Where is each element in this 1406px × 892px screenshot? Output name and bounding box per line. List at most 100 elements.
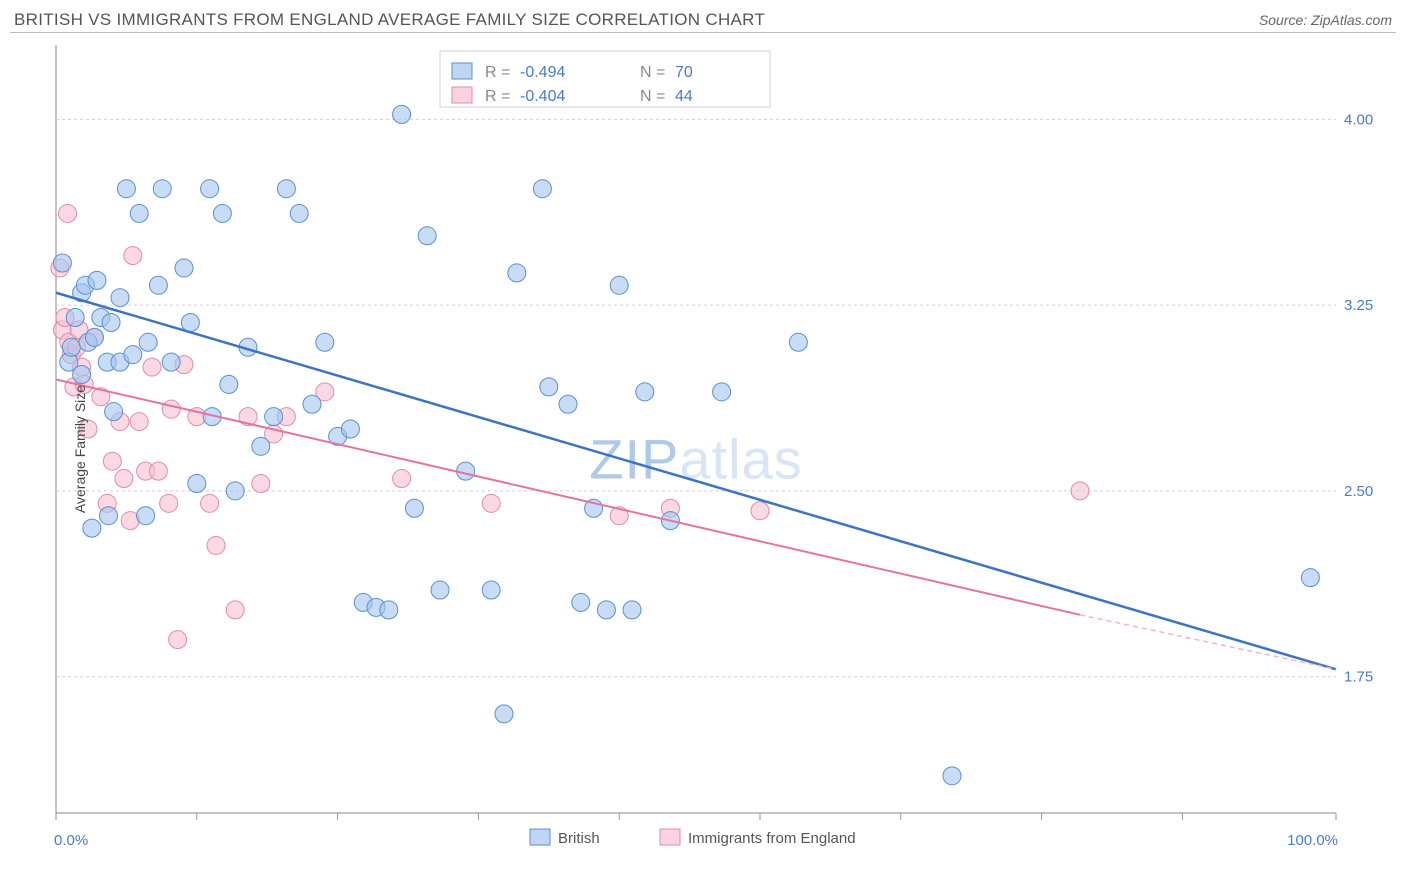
data-point-blue	[380, 601, 398, 619]
data-point-blue	[303, 395, 321, 413]
legend-swatch-british	[530, 829, 550, 845]
chart-title: BRITISH VS IMMIGRANTS FROM ENGLAND AVERA…	[14, 10, 765, 30]
data-point-blue	[139, 333, 157, 351]
data-point-blue	[405, 499, 423, 517]
svg-text:R =: R =	[485, 88, 510, 105]
data-point-pink	[201, 494, 219, 512]
data-point-pink	[160, 494, 178, 512]
data-point-blue	[418, 227, 436, 245]
data-point-pink	[124, 247, 142, 265]
data-point-pink	[59, 204, 77, 222]
data-point-blue	[713, 383, 731, 401]
data-point-blue	[149, 276, 167, 294]
svg-text:-0.494: -0.494	[520, 64, 565, 81]
svg-text:2.50: 2.50	[1344, 483, 1373, 500]
legend-label-british: British	[558, 830, 600, 847]
data-point-blue	[482, 581, 500, 599]
data-point-pink	[143, 358, 161, 376]
data-point-pink	[103, 452, 121, 470]
svg-text:0.0%: 0.0%	[54, 832, 88, 849]
data-point-blue	[508, 264, 526, 282]
data-point-blue	[188, 475, 206, 493]
data-point-blue	[457, 462, 475, 480]
svg-text:100.0%: 100.0%	[1287, 832, 1338, 849]
data-point-pink	[169, 631, 187, 649]
title-bar: BRITISH VS IMMIGRANTS FROM ENGLAND AVERA…	[10, 10, 1396, 33]
data-point-blue	[226, 482, 244, 500]
data-point-blue	[99, 507, 117, 525]
data-point-blue	[789, 333, 807, 351]
data-point-blue	[153, 180, 171, 198]
data-point-pink	[149, 462, 167, 480]
legend-label-immigrants: Immigrants from England	[688, 830, 856, 847]
data-point-pink	[252, 475, 270, 493]
data-point-pink	[482, 494, 500, 512]
data-point-blue	[181, 313, 199, 331]
data-point-pink	[751, 502, 769, 520]
data-point-blue	[597, 601, 615, 619]
data-point-blue	[73, 365, 91, 383]
data-point-pink	[162, 400, 180, 418]
data-point-blue	[162, 353, 180, 371]
svg-text:70: 70	[675, 64, 693, 81]
svg-text:4.00: 4.00	[1344, 111, 1373, 128]
data-point-pink	[115, 470, 133, 488]
data-point-blue	[290, 204, 308, 222]
data-point-blue	[495, 705, 513, 723]
data-point-blue	[265, 408, 283, 426]
data-point-blue	[88, 271, 106, 289]
data-point-pink	[130, 413, 148, 431]
data-point-blue	[559, 395, 577, 413]
data-point-pink	[226, 601, 244, 619]
data-point-blue	[341, 420, 359, 438]
data-point-blue	[130, 204, 148, 222]
data-point-blue	[943, 767, 961, 785]
data-point-blue	[316, 333, 334, 351]
source-attribution: Source: ZipAtlas.com	[1259, 12, 1392, 28]
data-point-blue	[1301, 569, 1319, 587]
data-point-blue	[137, 507, 155, 525]
data-point-blue	[53, 254, 71, 272]
svg-text:N =: N =	[640, 88, 665, 105]
data-point-blue	[540, 378, 558, 396]
data-point-blue	[124, 346, 142, 364]
svg-text:-0.404: -0.404	[520, 88, 565, 105]
legend-swatch-immigrants	[660, 829, 680, 845]
data-point-blue	[85, 328, 103, 346]
svg-text:44: 44	[675, 88, 693, 105]
legend-swatch	[452, 87, 472, 103]
data-point-pink	[393, 470, 411, 488]
trend-line-pink-extrapolated	[1080, 615, 1336, 670]
legend-swatch	[452, 63, 472, 79]
data-point-blue	[117, 180, 135, 198]
data-point-blue	[213, 204, 231, 222]
chart-wrapper: Average Family Size 1.752.503.254.000.0%…	[10, 33, 1396, 865]
svg-text:R =: R =	[485, 64, 510, 81]
svg-text:1.75: 1.75	[1344, 669, 1373, 686]
data-point-blue	[111, 289, 129, 307]
trend-line-blue	[56, 293, 1336, 670]
data-point-blue	[105, 403, 123, 421]
data-point-blue	[277, 180, 295, 198]
data-point-blue	[636, 383, 654, 401]
data-point-blue	[220, 375, 238, 393]
data-point-blue	[201, 180, 219, 198]
data-point-blue	[62, 338, 80, 356]
data-point-blue	[83, 519, 101, 537]
data-point-blue	[66, 309, 84, 327]
data-point-blue	[102, 313, 120, 331]
svg-text:N =: N =	[640, 64, 665, 81]
data-point-blue	[252, 437, 270, 455]
data-point-blue	[431, 581, 449, 599]
y-axis-label: Average Family Size	[72, 385, 88, 513]
data-point-blue	[533, 180, 551, 198]
data-point-pink	[1071, 482, 1089, 500]
correlation-scatter-chart: 1.752.503.254.000.0%100.0%ZIPatlasR = -0…	[10, 33, 1396, 865]
svg-text:3.25: 3.25	[1344, 297, 1373, 314]
data-point-blue	[572, 593, 590, 611]
data-point-blue	[623, 601, 641, 619]
data-point-blue	[393, 105, 411, 123]
data-point-blue	[610, 276, 628, 294]
data-point-blue	[175, 259, 193, 277]
data-point-pink	[207, 536, 225, 554]
